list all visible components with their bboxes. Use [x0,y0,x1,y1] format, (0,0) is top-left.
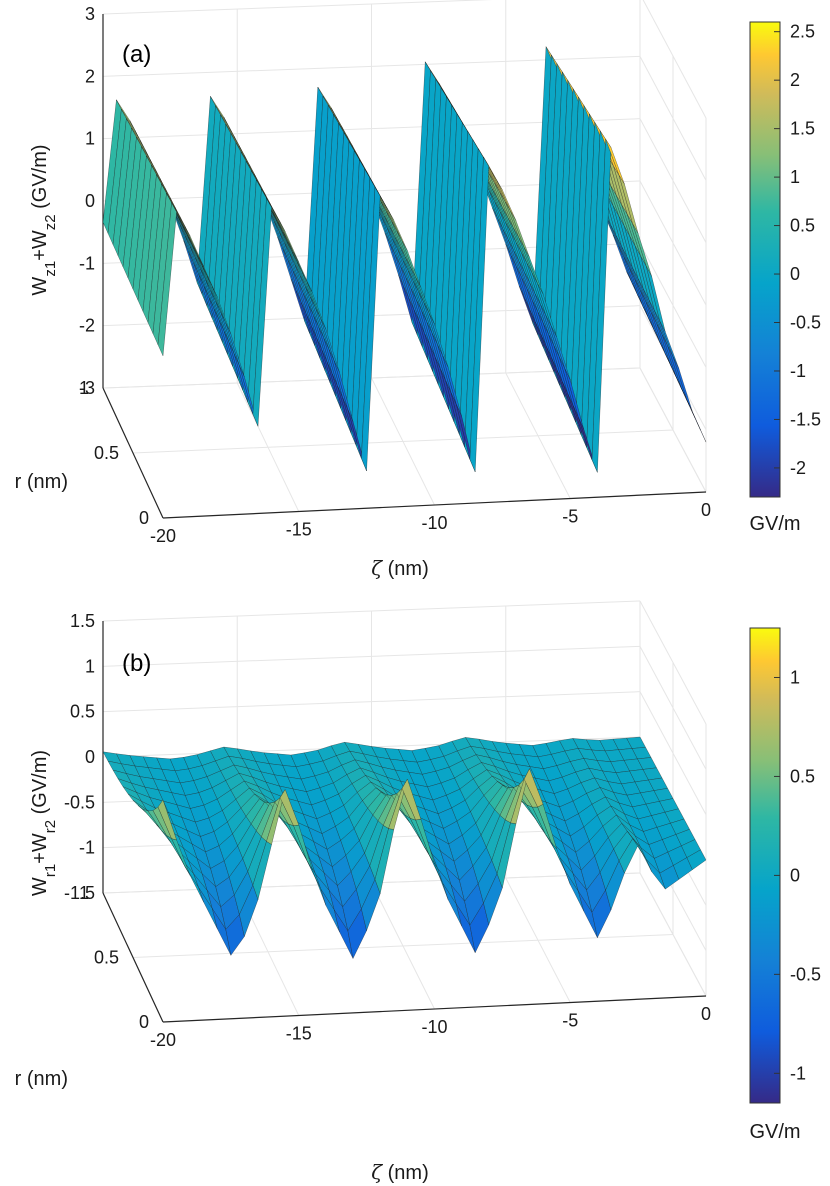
r-tick-label: 0.5 [94,443,119,463]
surface-patch [673,357,693,412]
r-tick-label: 0 [139,1012,149,1032]
ticks-b: 1.5 1 0.5 0 -0.5 -1 -1.5 -20 -15 -10 -5 0 0 0.5 1 [64,611,711,1050]
colorbar-tick-label: 2 [790,70,800,90]
x-tick-label: -10 [421,1017,447,1037]
r-tick-label: 1 [79,378,89,398]
grid-line-r [132,56,674,454]
colorbar-ticks-b: 1 0.5 0 -0.5 -1 [774,667,821,1083]
z-tick-label: 1.5 [70,611,95,631]
x-tick-label: -20 [150,526,176,546]
colorbar-ticks-a: 2.5 2 1.5 1 0.5 0 -0.5 -1 -1.5 -2 [774,22,821,478]
surface-plot-b: 1.510.50-0.5-1-1.5-20 -15 -10 -5 000.51 (b) … [15,600,821,1184]
surface-b [102,736,707,960]
surface-patch [686,399,707,443]
grid-line-r [132,662,674,958]
colorbar-tick-label: -1.5 [790,409,821,429]
grid-line-r [102,0,641,389]
z-tick-label: 0 [85,747,95,767]
z-tick-label: -1 [79,253,95,273]
surface-patch [686,849,707,870]
panel-label-b: (b) [122,650,151,677]
surface-a [102,46,707,473]
z-tick-label: 1 [85,129,95,149]
r-tick-label: 0.5 [94,948,119,968]
colorbar-tick-label: 0.5 [790,216,815,236]
grid-line-r [102,601,641,894]
colorbar-tick-label: 2.5 [790,22,815,42]
colorbar-tick-label: -1 [790,361,806,381]
colorbar-tick-label: 1 [790,667,800,687]
colorbar-tick-label: -2 [790,458,806,478]
colorbar-b [749,627,781,1104]
r-axis-line [102,892,164,1023]
x-axis-line [162,491,707,519]
z-axis-label-a: Wz1+Wz2 (GV/m) [29,144,59,295]
colorbar-unit-a: GV/m [749,513,800,535]
x-axis-label-b: ζ (nm) [371,1160,429,1184]
x-axis-label-a: ζ (nm) [371,556,429,580]
z-tick-label: -0.5 [64,792,95,812]
colorbar-tick-label: 1 [790,167,800,187]
x-tick-label: -5 [562,507,578,527]
surface-patch [667,346,688,400]
x-tick-label: -15 [286,1024,312,1044]
colorbar-tick-label: -0.5 [790,313,821,333]
z-tick-label: -1 [79,838,95,858]
z-tick-label: 0.5 [70,702,95,722]
r-tick-label: 0 [139,508,149,528]
z-tick-label: -1.5 [64,883,95,903]
colorbar-tick-label: -0.5 [790,964,821,984]
x-tick-label: -20 [150,1030,176,1050]
x-tick-label: -10 [421,513,447,533]
z-tick-label: 3 [85,4,95,24]
x-tick-label: -15 [286,520,312,540]
r-tick-label: 1 [79,883,89,903]
y-axis-label-a: r (nm) [15,471,68,493]
y-axis-label-b: r (nm) [15,1068,68,1090]
z-tick-label: 1 [85,656,95,676]
z-tick-label: -3 [79,378,95,398]
x-tick-label: -5 [562,1011,578,1031]
colorbar-tick-label: 0 [790,865,800,885]
colorbar-tick-label: 1.5 [790,119,815,139]
colorbar-tick-label: 0.5 [790,766,815,786]
x-tick-label: 0 [701,500,711,520]
z-tick-label: 0 [85,191,95,211]
colorbar-a [749,21,781,498]
z-tick-label: 2 [85,66,95,86]
colorbar-tick-label: 0 [790,264,800,284]
colorbar-unit-b: GV/m [749,1121,800,1143]
x-tick-label: 0 [701,1004,711,1024]
panel-label-a: (a) [122,41,151,68]
colorbar-tick-label: -1 [790,1063,806,1083]
z-tick-label: -2 [79,316,95,336]
x-axis-line [162,995,707,1023]
ticks-a: 3 2 1 0 -1 -2 -3 -20 -15 -10 -5 0 0 0.5 1 [79,4,711,546]
surface-patch [662,335,682,389]
z-axis-label-b: Wr1+Wr2 (GV/m) [29,750,59,896]
r-axis-line [102,387,164,519]
